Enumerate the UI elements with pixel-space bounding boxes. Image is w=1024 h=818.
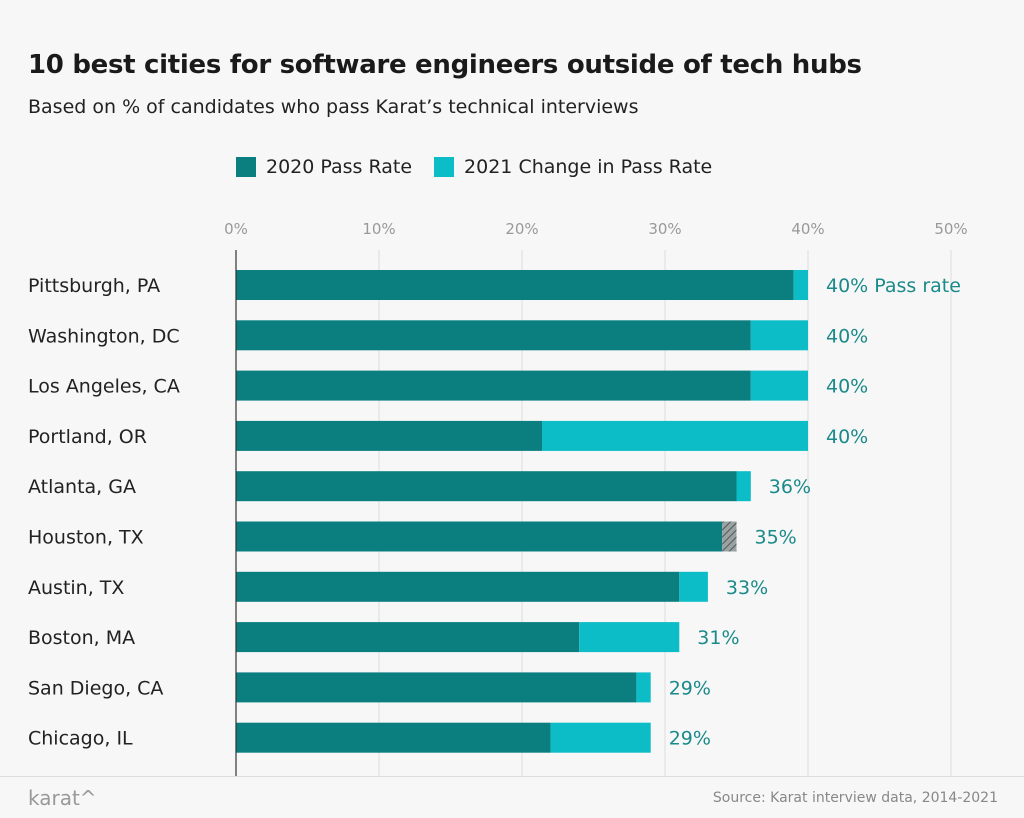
source-note: Source: Karat interview data, 2014-2021 [712, 790, 998, 806]
x-tick-label: 40% [791, 220, 824, 238]
category-label: San Diego, CA [28, 677, 163, 699]
data-label: 29% [669, 677, 711, 699]
data-label: 36% [769, 476, 811, 498]
footer-divider [0, 776, 1024, 777]
legend-item-2020: 2020 Pass Rate [236, 156, 412, 178]
bar-segment-2021-change [793, 270, 808, 300]
data-label: 29% [669, 728, 711, 750]
karat-logo: karat^ [28, 786, 97, 810]
legend-item-2021: 2021 Change in Pass Rate [434, 156, 712, 178]
category-label: Houston, TX [28, 527, 144, 549]
bar-segment-2021-change [579, 622, 680, 653]
bar-segment-2020 [236, 320, 751, 351]
category-label: Chicago, IL [28, 728, 133, 750]
x-tick-label: 0% [224, 220, 248, 238]
bar-segment-2021-change [542, 420, 808, 451]
category-label: Austin, TX [28, 577, 124, 599]
bar-segment-2020 [236, 471, 737, 502]
category-label: Pittsburgh, PA [28, 275, 160, 297]
category-label: Atlanta, GA [28, 476, 136, 498]
data-label: 40% Pass rate [826, 275, 961, 297]
bar-segment-2020 [236, 521, 723, 552]
x-tick-label: 20% [505, 220, 538, 238]
bar-segment-2020 [236, 622, 580, 653]
bar-segment-2020 [236, 722, 551, 753]
legend-swatch-2021 [434, 157, 455, 177]
data-label: 31% [697, 627, 739, 649]
bar-segment-2021-change [679, 571, 708, 602]
x-tick-label: 30% [648, 220, 681, 238]
data-label: 35% [755, 527, 797, 549]
legend: 2020 Pass Rate 2021 Change in Pass Rate [236, 156, 712, 178]
bar-segment-2020 [236, 370, 751, 401]
category-label: Washington, DC [28, 325, 180, 347]
chart-title: 10 best cities for software engineers ou… [28, 50, 862, 80]
category-label: Los Angeles, CA [28, 376, 180, 398]
legend-swatch-2020 [236, 157, 256, 177]
legend-label-2021: 2021 Change in Pass Rate [464, 156, 713, 178]
bar-segment-2021-change [750, 370, 808, 401]
data-label: 40% [826, 376, 868, 398]
bar-segment-2020 [236, 420, 543, 451]
legend-label-2020: 2020 Pass Rate [266, 156, 413, 178]
data-label: 33% [726, 577, 768, 599]
x-tick-label: 50% [934, 220, 967, 238]
bar-segment-2021-change [722, 521, 737, 552]
x-tick-label: 10% [362, 220, 395, 238]
bar-segment-2021-change [550, 722, 651, 753]
bar-segment-2021-change [736, 471, 751, 502]
chart-subtitle: Based on % of candidates who pass Karat’… [28, 96, 639, 118]
bar-segment-2020 [236, 672, 637, 703]
bar-segment-2021-change [636, 672, 651, 703]
category-label: Boston, MA [28, 627, 135, 649]
category-label: Portland, OR [28, 426, 147, 448]
data-label: 40% [826, 426, 868, 448]
bar-segment-2020 [236, 571, 680, 602]
data-label: 40% [826, 325, 868, 347]
bar-segment-2020 [236, 270, 794, 300]
bar-segment-2021-change [750, 320, 808, 351]
